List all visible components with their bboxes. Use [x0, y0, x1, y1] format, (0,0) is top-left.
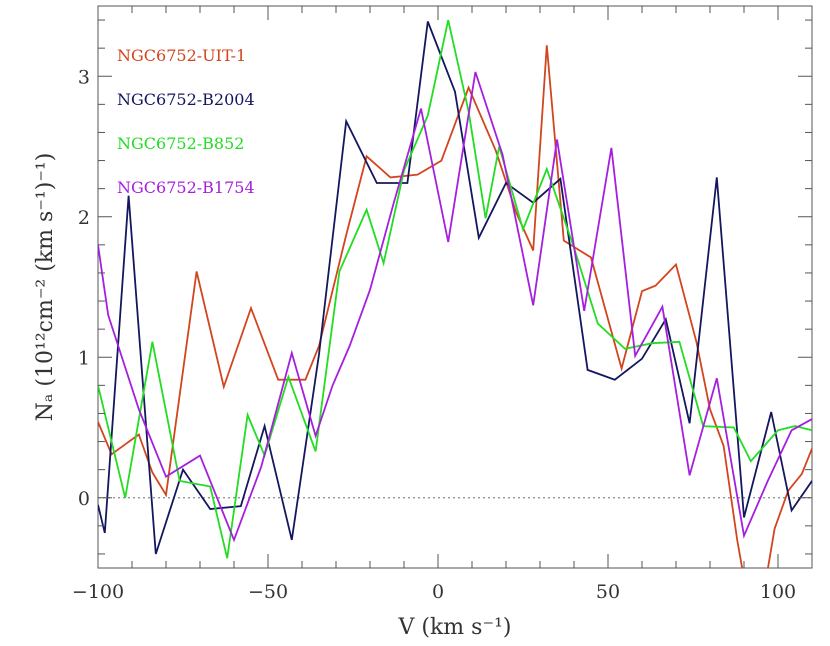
y-axis-title: Nₐ (10¹²cm⁻² (km s⁻¹)⁻¹)	[33, 153, 58, 422]
legend-entry-ngc6752-b1754: NGC6752-B1754	[117, 178, 255, 197]
legend-entry-ngc6752-uit-1: NGC6752-UIT-1	[117, 46, 246, 65]
legend: NGC6752-UIT-1 NGC6752-B2004 NGC6752-B852 NG…	[117, 46, 255, 197]
y-tick-label: 3	[78, 66, 90, 88]
legend-entry-ngc6752-b2004: NGC6752-B2004	[117, 90, 255, 109]
x-axis-title: V (km s⁻¹)	[398, 615, 512, 640]
x-tick-label: −100	[72, 581, 124, 603]
x-tick-label: −50	[248, 581, 288, 603]
tick-labels-layer: −100 −50 0 50 100 0 1 2 3	[72, 66, 796, 603]
ticks-layer	[97, 6, 813, 568]
series-line-ngc6752-b1754	[98, 71, 812, 543]
series-line-ngc6752-b2004	[98, 21, 812, 555]
series-line-ngc6752-b852	[98, 19, 812, 559]
y-tick-label: 2	[78, 207, 90, 229]
series-layer	[98, 19, 812, 568]
plot-frame	[97, 5, 813, 569]
series-line-ngc6752-uit-1	[98, 45, 812, 568]
y-tick-label: 1	[78, 347, 90, 369]
x-tick-label: 0	[432, 581, 444, 603]
x-tick-label: 100	[760, 581, 796, 603]
y-tick-label: 0	[78, 488, 90, 510]
x-tick-label: 50	[596, 581, 620, 603]
legend-entry-ngc6752-b852: NGC6752-B852	[117, 134, 244, 153]
